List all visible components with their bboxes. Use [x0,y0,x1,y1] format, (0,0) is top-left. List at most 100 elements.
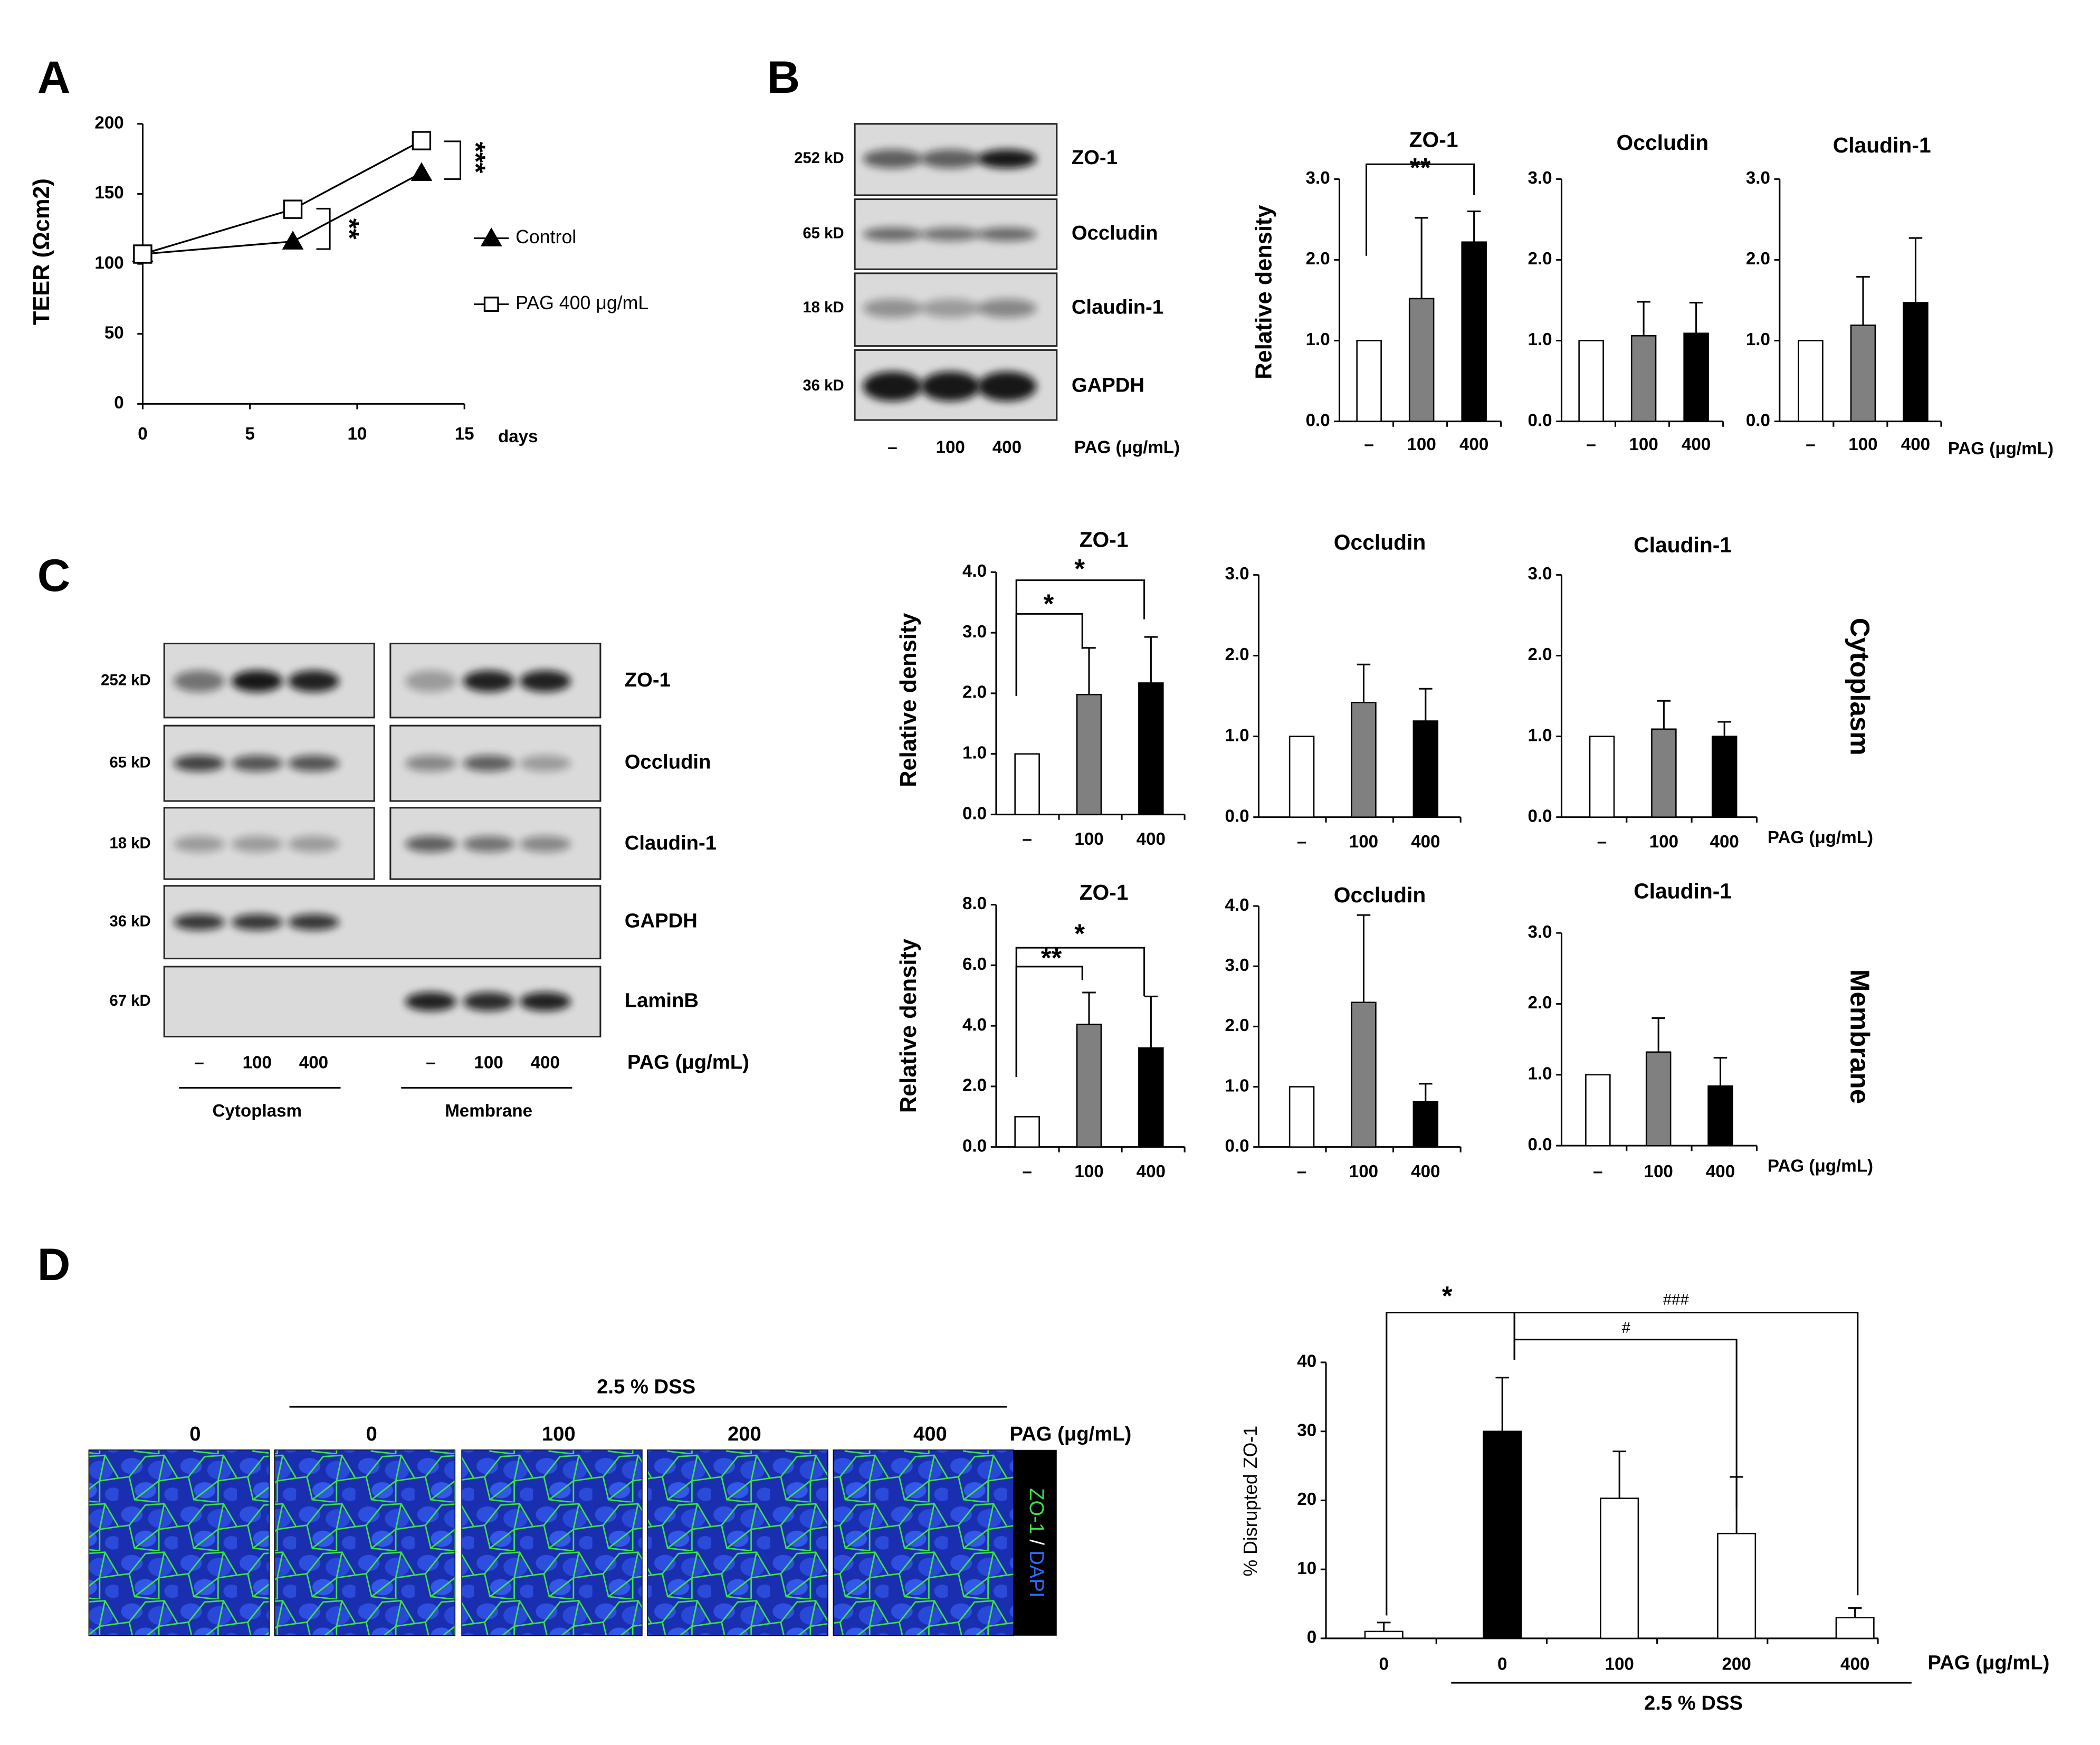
y-tick-label: 1.0 [1306,330,1330,349]
significance-label: * [1074,554,1085,584]
chart-title: Claudin-1 [1634,533,1732,557]
y-axis-label: Relative density [896,613,921,787]
blot-band [231,914,283,930]
legend-label: Control [516,226,576,247]
x-tick-label: 100 [1848,435,1877,454]
error-bar [1856,276,1870,326]
fraction-label: Membrane [445,1101,532,1121]
y-tick-label: 3.0 [1528,168,1552,188]
y-tick-label: 1.0 [1528,726,1552,745]
significance-label: * [1442,1281,1453,1311]
y-tick-label: 1.0 [1225,726,1249,745]
bar [1850,325,1876,422]
x-tick-label: – [1297,1162,1306,1181]
y-tick-label: 10 [1297,1559,1316,1578]
blot-band [288,755,339,771]
blot-band [977,371,1037,402]
row-label: Membrane [1845,969,1875,1104]
lane-label: 400 [299,1053,328,1072]
panel-letter: A [37,52,71,103]
blot-band [288,670,339,692]
bar [1138,682,1164,815]
y-tick-label: 0.0 [1225,806,1249,826]
y-tick-label: 0.0 [1528,411,1552,430]
error-bar [1495,1377,1509,1432]
significance-label: * [1074,919,1085,949]
dose-label: 100 [542,1423,576,1445]
x-tick-label: 100 [1349,832,1378,852]
y-axis-label: TEER (Ωcm2) [29,178,54,325]
row-label: Cytoplasm [1845,618,1875,756]
x-tick-label: 100 [1644,1162,1673,1181]
y-tick-label: 1.0 [1225,1076,1249,1095]
lane-label: – [426,1053,435,1072]
y-tick-label: 2.0 [1528,645,1552,664]
significance-label: ** [335,218,365,240]
x-tick-label: 400 [1137,1162,1166,1181]
error-bar [1377,1622,1391,1632]
dose-label: 400 [913,1423,947,1445]
panel-letter: B [767,52,800,103]
chart-title: Occludin [1334,883,1426,907]
protein-label: Occludin [625,751,711,774]
error-bar [1144,995,1158,1048]
blot-band [405,836,456,852]
blot-band [977,149,1037,168]
error-bar [1713,1057,1727,1086]
treatment-label: PAG (μg/mL) [627,1051,749,1074]
chart-title: ZO-1 [1080,880,1129,904]
blot-band [463,670,514,692]
blot-band [288,914,339,930]
blot-band [921,149,980,168]
significance-bracket [1015,613,1083,697]
micrograph [647,1449,828,1636]
x-tick-label: 10 [347,424,367,444]
y-tick-label: 4.0 [1225,895,1249,915]
blot-band [863,299,922,318]
figure-content: A B C D 252 kD ZO-1 65 kD Occludin 18 kD Claudin-… [29,52,2054,1714]
x-tick-label: 400 [1459,435,1488,454]
lane-label: 400 [531,1053,560,1072]
x-tick-label: – [1597,832,1607,852]
micrograph [274,1449,456,1636]
chart-title: Occludin [1617,130,1709,155]
y-tick-label: 20 [1297,1490,1316,1509]
bar [1408,298,1435,422]
x-axis-label: PAG (μg/mL) [1768,828,1873,847]
x-tick-label: 400 [1710,832,1739,852]
lane-label: 400 [992,437,1022,457]
bar [1288,1086,1315,1148]
y-tick-label: 2.0 [1528,249,1552,269]
dose-label: 0 [189,1423,201,1445]
blot-band [463,992,514,1012]
error-bar [1637,301,1650,336]
y-tick-label: 0.0 [1306,411,1330,430]
y-tick-label: 4.0 [962,1015,987,1035]
stain-label: ZO-1 / DAPI [1025,1488,1048,1597]
error-bar [1419,688,1433,721]
blot-band [174,755,225,771]
y-tick-label: 3.0 [1528,564,1552,584]
bar [1835,1617,1875,1639]
data-point [282,231,304,250]
bar [1645,1051,1672,1147]
chart-title: ZO-1 [1409,128,1458,152]
bar [1356,340,1382,422]
x-tick-label: – [1364,435,1373,454]
y-tick-label: 3.0 [1306,168,1330,188]
y-tick-label: 2.0 [962,683,987,702]
y-tick-label: 2.0 [962,1076,987,1095]
error-bar [1419,1083,1433,1102]
x-tick-label: – [1586,435,1596,454]
kd-label: 65 kD [803,225,844,242]
y-tick-label: 0.0 [962,804,987,823]
data-point [133,244,152,264]
y-tick-label: 3.0 [1225,564,1249,584]
x-tick-label: – [1593,1162,1602,1181]
bar [1138,1047,1164,1148]
significance-bracket [316,207,331,250]
chart-title: Claudin-1 [1833,133,1931,157]
y-tick-label: 2.0 [1528,993,1552,1013]
y-tick-label: 0 [1307,1628,1316,1647]
